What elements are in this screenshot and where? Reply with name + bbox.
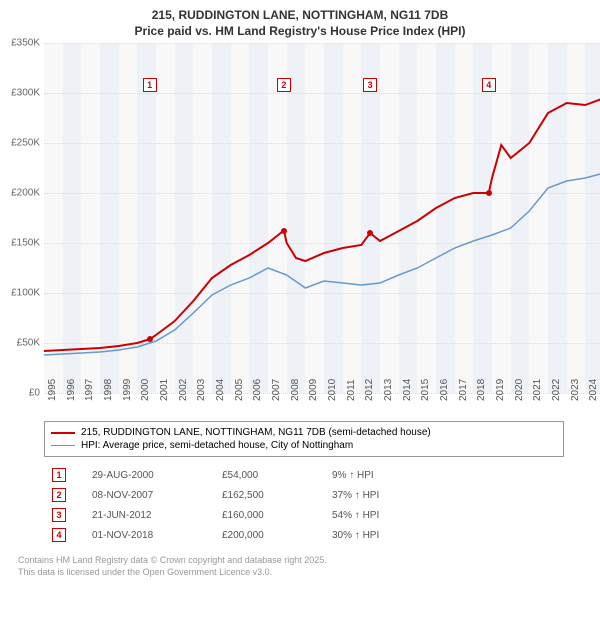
legend-item: HPI: Average price, semi-detached house,… <box>51 439 557 452</box>
sale-marker: 3 <box>363 78 377 92</box>
y-axis-label: £250K <box>11 138 40 149</box>
y-axis-label: £350K <box>11 38 40 49</box>
footnote-line-1: Contains HM Land Registry data © Crown c… <box>18 555 592 567</box>
sale-dot <box>147 336 153 342</box>
sale-marker: 4 <box>482 78 496 92</box>
series-line <box>44 98 600 351</box>
title-line-1: 215, RUDDINGTON LANE, NOTTINGHAM, NG11 7… <box>8 8 592 24</box>
sale-vs-hpi: 54% ↑ HPI <box>324 505 564 525</box>
sale-vs-hpi: 37% ↑ HPI <box>324 485 564 505</box>
chart-title: 215, RUDDINGTON LANE, NOTTINGHAM, NG11 7… <box>8 8 592 39</box>
sale-price: £160,000 <box>214 505 324 525</box>
legend-swatch <box>51 432 75 434</box>
legend-label: HPI: Average price, semi-detached house,… <box>81 440 353 451</box>
footnote-line-2: This data is licensed under the Open Gov… <box>18 567 592 579</box>
sales-row: 1 29-AUG-2000£54,0009% ↑ HPI <box>44 465 564 485</box>
y-axis-label: £50K <box>17 338 40 349</box>
sales-row: 3 21-JUN-2012£160,00054% ↑ HPI <box>44 505 564 525</box>
title-line-2: Price paid vs. HM Land Registry's House … <box>8 24 592 40</box>
y-axis-label: £0 <box>29 388 40 399</box>
legend: 215, RUDDINGTON LANE, NOTTINGHAM, NG11 7… <box>44 421 564 457</box>
sale-date: 01-NOV-2018 <box>84 525 214 545</box>
sale-price: £54,000 <box>214 465 324 485</box>
sale-marker: 1 <box>143 78 157 92</box>
sale-vs-hpi: 9% ↑ HPI <box>324 465 564 485</box>
sale-marker-ref: 4 <box>52 528 66 542</box>
chart-plot-area: £0£50K£100K£150K£200K£250K£300K£350K1995… <box>44 43 600 393</box>
series-line <box>44 173 600 355</box>
sale-marker-ref: 1 <box>52 468 66 482</box>
sale-date: 21-JUN-2012 <box>84 505 214 525</box>
sale-vs-hpi: 30% ↑ HPI <box>324 525 564 545</box>
legend-label: 215, RUDDINGTON LANE, NOTTINGHAM, NG11 7… <box>81 427 431 438</box>
y-axis-label: £200K <box>11 188 40 199</box>
sales-table: 1 29-AUG-2000£54,0009% ↑ HPI 2 08-NOV-2007£… <box>44 465 564 545</box>
legend-item: 215, RUDDINGTON LANE, NOTTINGHAM, NG11 7… <box>51 426 557 439</box>
sale-marker: 2 <box>277 78 291 92</box>
sale-dot <box>281 228 287 234</box>
legend-swatch <box>51 445 75 446</box>
sales-row: 2 08-NOV-2007£162,50037% ↑ HPI <box>44 485 564 505</box>
sale-marker-ref: 3 <box>52 508 66 522</box>
sale-price: £200,000 <box>214 525 324 545</box>
sale-dot <box>367 230 373 236</box>
sale-date: 29-AUG-2000 <box>84 465 214 485</box>
y-axis-label: £150K <box>11 238 40 249</box>
chart-container: 215, RUDDINGTON LANE, NOTTINGHAM, NG11 7… <box>0 0 600 620</box>
sale-date: 08-NOV-2007 <box>84 485 214 505</box>
footnote: Contains HM Land Registry data © Crown c… <box>18 555 592 578</box>
sale-marker-ref: 2 <box>52 488 66 502</box>
sales-row: 4 01-NOV-2018£200,00030% ↑ HPI <box>44 525 564 545</box>
y-axis-label: £100K <box>11 288 40 299</box>
sale-price: £162,500 <box>214 485 324 505</box>
y-axis-label: £300K <box>11 88 40 99</box>
sale-dot <box>486 190 492 196</box>
line-layer <box>44 43 600 393</box>
